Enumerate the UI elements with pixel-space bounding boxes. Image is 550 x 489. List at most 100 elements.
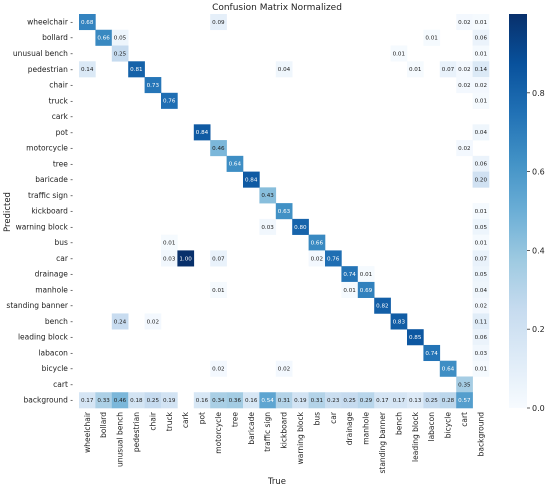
cell-value-label: 0.18 [130, 398, 143, 404]
y-tick-label: labacon - [38, 348, 73, 357]
cell-value-label: 0.13 [409, 398, 422, 404]
x-tick-label: warning block [296, 411, 305, 464]
cell-value-label: 0.20 [475, 177, 488, 183]
cell-value-label: 0.33 [97, 398, 110, 404]
cell-value-label: 0.14 [475, 67, 488, 73]
heatmap-cell [407, 61, 424, 78]
cell-value-label: 0.85 [409, 335, 422, 341]
heatmap-cell [423, 29, 441, 46]
y-tick-label: standing banner - [6, 301, 73, 310]
heatmap-cell [259, 392, 277, 409]
heatmap-cell [390, 45, 408, 62]
cell-value-label: 0.07 [442, 67, 455, 73]
cell-value-label: 0.69 [360, 288, 373, 294]
y-tick-label: pedestrian - [28, 65, 73, 74]
heatmap-cell [210, 250, 227, 267]
heatmap-cell [128, 392, 145, 409]
cell-value-label: 0.04 [278, 67, 291, 73]
y-tick-label: manhole - [35, 285, 73, 294]
cell-value-label: 0.25 [147, 398, 160, 404]
heatmap-cell [472, 218, 490, 235]
y-tick-label: pot - [56, 128, 74, 137]
x-tick-label: bollard [99, 412, 108, 438]
cell-value-label: 0.57 [458, 398, 471, 404]
heatmap-cell [357, 266, 375, 283]
heatmap-cell [210, 392, 227, 409]
cell-value-label: 0.04 [475, 288, 488, 294]
cell-value-label: 0.25 [343, 398, 356, 404]
heatmap-cell [79, 392, 96, 409]
heatmap-cell [472, 266, 490, 283]
y-tick-label: cart - [53, 380, 73, 389]
heatmap-cell [407, 329, 424, 346]
cell-value-label: 0.02 [458, 146, 470, 152]
x-tick-label: labacon [427, 412, 436, 442]
cell-value-label: 0.81 [130, 67, 143, 73]
cell-value-label: 0.31 [278, 398, 291, 404]
cell-value-label: 0.01 [475, 20, 488, 26]
heatmap-cell [472, 124, 490, 141]
y-tick-label: tree - [53, 159, 73, 168]
x-tick-label: bench [394, 412, 403, 435]
cell-value-label: 0.02 [458, 67, 470, 73]
cell-value-label: 0.82 [376, 304, 388, 310]
y-tick-label: bus - [54, 238, 73, 247]
cell-value-label: 0.36 [229, 398, 242, 404]
y-tick-label: cark - [52, 112, 74, 121]
heatmap-cell [79, 14, 96, 31]
cell-value-label: 0.17 [81, 398, 94, 404]
heatmap-cell [259, 218, 277, 235]
cell-value-label: 0.16 [245, 398, 258, 404]
cell-value-label: 0.84 [245, 177, 258, 183]
heatmap-cell [259, 187, 277, 204]
heatmap-cell [472, 344, 490, 362]
x-tick-label: baricade [247, 412, 256, 445]
cell-value-label: 0.34 [212, 398, 225, 404]
heatmap-cell [472, 155, 490, 172]
heatmap-cell [210, 281, 227, 298]
cell-value-label: 0.07 [475, 256, 488, 262]
heatmap-cell [144, 392, 162, 409]
x-tick-label: wheelchair [83, 411, 92, 453]
heatmap-cell [79, 61, 96, 78]
y-tick-label: motorcycle - [26, 144, 73, 153]
y-tick-label: leading block - [18, 333, 73, 342]
y-tick-label: truck - [49, 96, 74, 105]
heatmap-cell [472, 45, 490, 62]
x-tick-label: pedestrian [132, 412, 141, 452]
heatmap-cell [357, 281, 375, 298]
cell-value-label: 0.01 [360, 272, 373, 278]
heatmap-cell [472, 171, 490, 188]
heatmap-cell [144, 313, 162, 330]
heatmap-cell [456, 140, 473, 157]
cell-value-label: 0.04 [475, 130, 488, 136]
heatmap-cell [128, 61, 145, 78]
cell-value-label: 0.01 [163, 241, 176, 247]
heatmap-cell [472, 297, 490, 314]
heatmap-cell [226, 392, 244, 409]
heatmap-cell [275, 203, 293, 220]
heatmap-cell [456, 14, 473, 31]
cell-value-label: 0.03 [475, 351, 488, 357]
x-tick-label: manhole [362, 412, 371, 445]
cell-value-label: 0.03 [163, 256, 176, 262]
cell-value-label: 0.84 [196, 130, 209, 136]
heatmap-cell [472, 313, 490, 330]
heatmap-cell [292, 392, 309, 409]
cell-value-label: 0.80 [294, 225, 307, 231]
heatmap-cell [243, 171, 260, 188]
heatmap-cell [243, 392, 260, 409]
cell-value-label: 0.35 [458, 382, 471, 388]
cell-value-label: 0.01 [409, 67, 422, 73]
x-tick-label: kickboard [280, 412, 289, 449]
x-tick-label: leading block [411, 411, 420, 462]
cell-value-label: 0.01 [393, 51, 406, 57]
cell-value-label: 0.28 [442, 398, 455, 404]
x-tick-label: traffic sign [263, 412, 272, 452]
cell-value-label: 0.24 [114, 319, 127, 325]
x-tick-label: background [476, 412, 485, 457]
x-axis-title: True [267, 477, 286, 487]
heatmap-cell [407, 392, 424, 409]
cell-value-label: 0.07 [212, 256, 225, 262]
